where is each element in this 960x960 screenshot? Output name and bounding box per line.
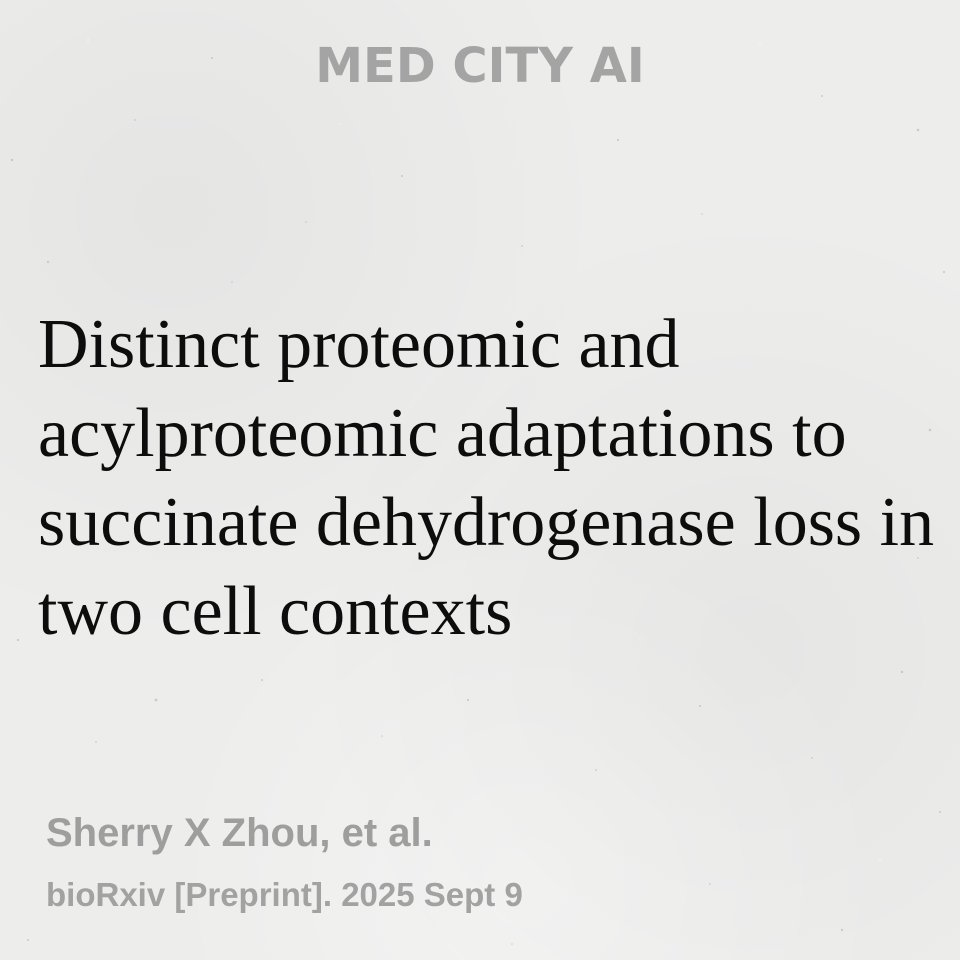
- brand-name: MED CITY AI: [315, 38, 645, 94]
- article-title: Distinct proteomic and acylproteomic ada…: [38, 306, 935, 650]
- article-citation: bioRxiv [Preprint]. 2025 Sept 9: [46, 876, 523, 913]
- article-authors: Sherry X Zhou, et al.: [46, 811, 433, 855]
